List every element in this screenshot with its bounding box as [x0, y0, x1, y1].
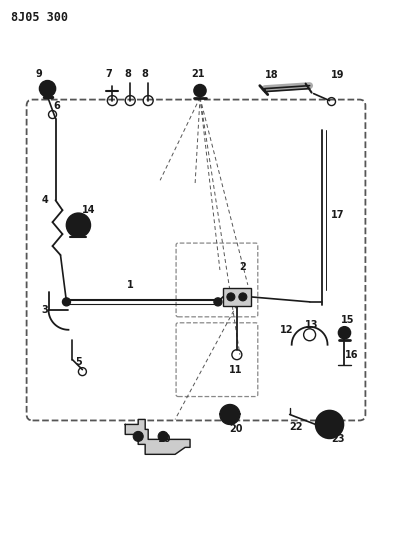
Polygon shape — [125, 419, 190, 454]
Circle shape — [40, 80, 55, 96]
Circle shape — [67, 213, 90, 237]
Circle shape — [339, 327, 350, 339]
Text: 8J05 300: 8J05 300 — [11, 11, 68, 24]
Text: 13: 13 — [305, 320, 318, 330]
Text: 17: 17 — [331, 210, 344, 220]
Text: 4: 4 — [41, 195, 48, 205]
Text: 15: 15 — [341, 315, 354, 325]
Text: 21: 21 — [191, 69, 205, 79]
Text: 11: 11 — [229, 365, 243, 375]
Text: 23: 23 — [331, 434, 344, 445]
Text: 16: 16 — [345, 350, 358, 360]
Circle shape — [225, 409, 235, 419]
Text: 18: 18 — [265, 70, 278, 79]
Circle shape — [316, 410, 343, 439]
Circle shape — [194, 85, 206, 96]
Circle shape — [324, 418, 335, 431]
Text: 8: 8 — [142, 69, 148, 79]
Text: 8: 8 — [125, 69, 132, 79]
Circle shape — [44, 85, 51, 93]
Text: 22: 22 — [289, 423, 303, 432]
Text: 9: 9 — [35, 69, 42, 79]
Circle shape — [63, 298, 70, 306]
Text: 7: 7 — [105, 69, 112, 79]
Text: 3: 3 — [41, 305, 48, 315]
Circle shape — [220, 405, 240, 424]
Circle shape — [227, 293, 235, 301]
Text: 19: 19 — [331, 70, 344, 79]
Text: 5: 5 — [75, 357, 82, 367]
Text: 6: 6 — [53, 101, 60, 110]
Text: 14: 14 — [82, 205, 95, 215]
Circle shape — [158, 431, 168, 441]
Text: 1: 1 — [127, 280, 133, 290]
Circle shape — [239, 293, 247, 301]
Circle shape — [197, 87, 203, 94]
Text: 10: 10 — [158, 434, 172, 445]
Bar — [223, 288, 251, 306]
Circle shape — [214, 298, 222, 306]
Circle shape — [133, 431, 143, 441]
Circle shape — [72, 219, 84, 231]
Text: 12: 12 — [280, 325, 293, 335]
Text: 20: 20 — [229, 424, 243, 434]
Text: 2: 2 — [240, 262, 246, 272]
